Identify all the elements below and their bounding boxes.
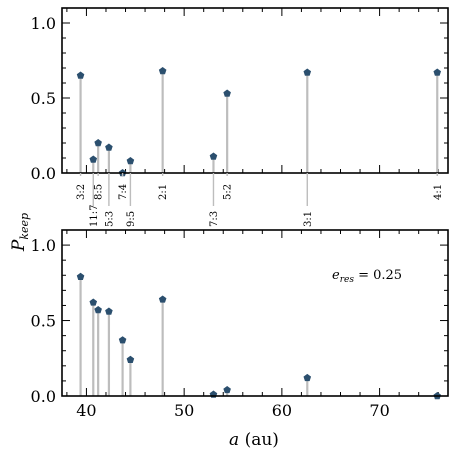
data-point	[118, 336, 127, 344]
data-point	[223, 89, 231, 97]
top-panel: 0.0 0.5 1.0	[31, 7, 449, 183]
data-point	[303, 68, 312, 76]
x-tick-label: 50	[174, 401, 194, 420]
resonance-label: 9:5	[126, 211, 137, 227]
data-point	[105, 143, 113, 151]
x-tick-label: 40	[76, 401, 96, 420]
plot-frame	[61, 229, 449, 397]
resonance-label: 4:1	[433, 184, 444, 200]
y-tick-label: 0.0	[31, 387, 56, 406]
data-point	[209, 152, 218, 160]
x-tick-label: 60	[272, 401, 292, 420]
resonance-labels: 3:211:7 8:5 5:37:4 9:5 2:1 7:35:2 3:1 4:1	[76, 173, 444, 227]
resonance-label: 2:1	[158, 184, 169, 200]
y-tick-label: 1.0	[31, 14, 56, 33]
data-point	[303, 373, 312, 382]
data-point	[76, 272, 85, 280]
data-point	[105, 307, 113, 315]
resonance-label: 7:4	[118, 184, 129, 200]
resonance-label: 8:5	[94, 184, 105, 200]
data-point	[433, 68, 442, 76]
resonance-label: 3:2	[76, 184, 87, 200]
y-tick-label: 0.5	[31, 312, 56, 331]
data-point	[89, 298, 98, 306]
data-point	[158, 67, 167, 75]
y-tick-label: 1.0	[31, 236, 56, 255]
resonance-label: 11:7	[89, 205, 100, 227]
y-tick-label: 0.5	[31, 89, 56, 108]
data-point	[89, 155, 98, 163]
annotation: eres = 0.25	[332, 268, 402, 285]
x-axis-label: a (au)	[229, 430, 279, 450]
data-point	[223, 385, 231, 394]
resonance-label: 7:3	[209, 211, 220, 227]
resonance-label: 5:2	[223, 184, 234, 200]
x-tick-label: 70	[369, 401, 389, 420]
data-point	[94, 139, 102, 147]
data-point	[126, 355, 135, 363]
y-tick-label: 0.0	[31, 164, 56, 183]
data-point	[126, 157, 135, 165]
plot-frame	[61, 7, 449, 174]
y-axis-label: Pkeep	[9, 213, 31, 252]
bottom-panel: 0.0 0.5 1.0 40 50 60 70 eres = 0.25	[31, 229, 449, 420]
data-point	[94, 306, 102, 314]
data-point	[76, 71, 85, 79]
resonance-label: 3:1	[303, 211, 314, 227]
resonance-label: 5:3	[104, 211, 115, 227]
data-point	[158, 295, 167, 303]
